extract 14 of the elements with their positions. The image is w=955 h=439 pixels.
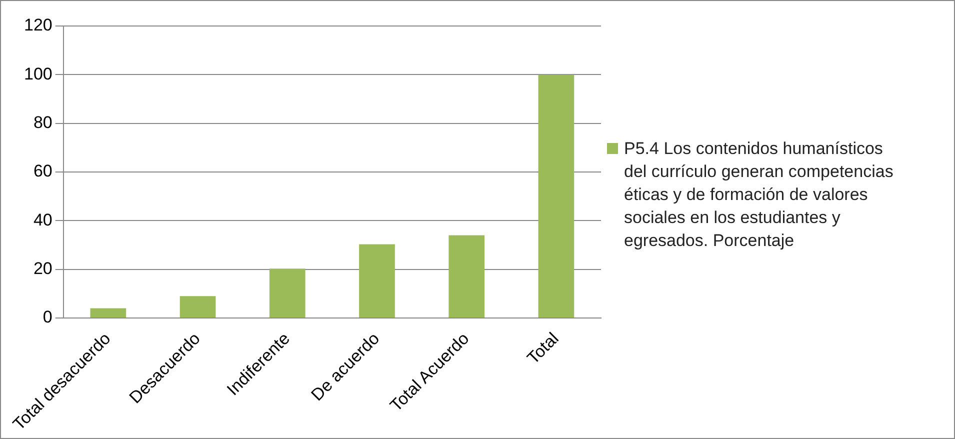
legend-label: P5.4 Los contenidos humanísticos del currículo generan competencias éticas y de formación de valores sociales en los estudiantes y egresados. Porcentaje (624, 138, 894, 252)
bar (90, 308, 126, 318)
bar (448, 235, 485, 318)
y-tick-label: 60 (33, 162, 52, 181)
y-tick-label: 80 (33, 113, 52, 132)
bar (359, 244, 395, 318)
y-tick-label: 20 (33, 259, 52, 278)
y-tick-label: 100 (24, 64, 52, 84)
bar (180, 296, 216, 318)
y-tick-label: 0 (42, 308, 52, 327)
bar (269, 268, 306, 318)
y-tick-label: 120 (24, 16, 52, 35)
y-tick-label: 40 (33, 210, 52, 230)
bar (538, 74, 574, 318)
